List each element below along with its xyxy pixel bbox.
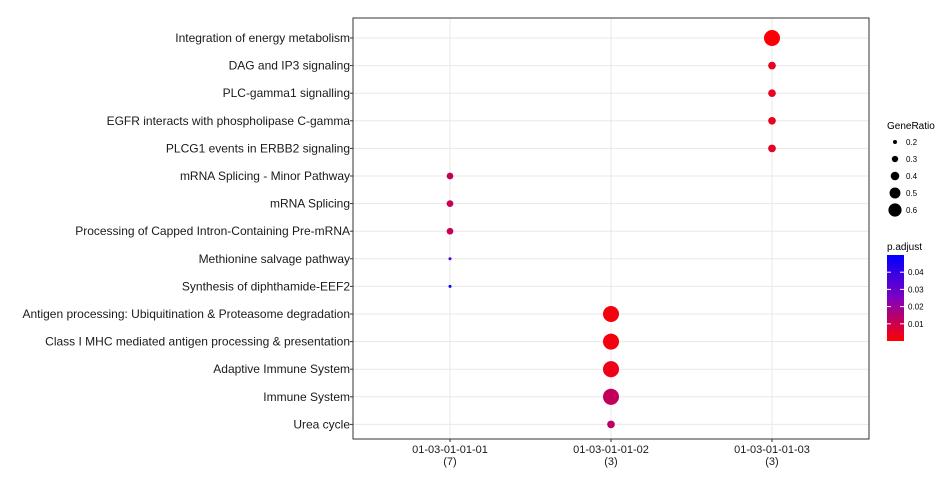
data-point (446, 227, 454, 235)
y-tick-label: Immune System (263, 390, 350, 404)
x-tick-label: 01-03-01-01-02 (573, 444, 649, 456)
size-legend-label: 0.2 (906, 138, 918, 147)
p-adjust-legend-title: p.adjust (887, 242, 922, 253)
x-axis-labels: 01-03-01-01-01(7)01-03-01-01-02(3)01-03-… (412, 439, 810, 468)
size-legend-key (888, 203, 902, 217)
data-point (448, 257, 452, 261)
data-point (768, 89, 776, 98)
x-tick-label: 01-03-01-01-01 (412, 444, 488, 456)
data-point (768, 61, 776, 70)
y-tick-label: PLCG1 events in ERBB2 signaling (166, 141, 350, 155)
data-points (446, 29, 781, 429)
data-point (768, 116, 776, 125)
y-tick-label: PLC-gamma1 signalling (223, 86, 350, 100)
x-tick-label: (7) (443, 456, 456, 468)
data-point (602, 305, 620, 323)
y-tick-label: Antigen processing: Ubiquitination & Pro… (22, 307, 350, 321)
y-tick-label: EGFR interacts with phospholipase C-gamm… (107, 114, 351, 128)
generatio-legend: GeneRatio 0.2 0.3 0.4 0.5 0.6 (887, 121, 935, 217)
y-tick-label: Processing of Capped Intron-Containing P… (75, 224, 350, 238)
y-tick-label: Integration of energy metabolism (175, 31, 350, 45)
size-legend-label: 0.5 (906, 189, 918, 198)
colorbar-label: 0.02 (908, 303, 924, 312)
x-tick-label: (3) (765, 456, 778, 468)
y-tick-label: Class I MHC mediated antigen processing … (45, 335, 350, 349)
generatio-legend-title: GeneRatio (887, 121, 935, 132)
size-legend-label: 0.4 (906, 172, 918, 181)
data-point (768, 144, 776, 153)
data-point (602, 388, 620, 405)
size-legend-label: 0.6 (906, 206, 918, 215)
y-tick-label: Urea cycle (293, 417, 350, 431)
data-point (446, 172, 454, 180)
y-tick-label: Synthesis of diphthamide-EEF2 (182, 279, 350, 293)
data-point (607, 420, 615, 429)
data-point (763, 29, 781, 47)
size-legend-key (889, 187, 901, 199)
x-tick-label: (3) (604, 456, 617, 468)
data-point (446, 200, 454, 207)
y-tick-label: mRNA Splicing (270, 197, 350, 211)
x-tick-label: 01-03-01-01-03 (734, 444, 810, 456)
size-legend-key (891, 155, 899, 163)
y-axis-labels: Integration of energy metabolism DAG and … (22, 31, 353, 431)
size-legend-key (893, 140, 897, 144)
y-tick-label: DAG and IP3 signaling (229, 59, 350, 73)
size-legend-label: 0.3 (906, 155, 918, 164)
colorbar-label: 0.04 (908, 268, 924, 277)
y-tick-label: Adaptive Immune System (213, 362, 350, 376)
p-adjust-colorbar (887, 255, 904, 341)
size-legend-key (890, 171, 900, 181)
p-adjust-legend: p.adjust 0.04 0.03 0.02 0.01 (887, 242, 924, 341)
data-point (602, 333, 620, 350)
data-point (448, 284, 452, 288)
y-tick-label: mRNA Splicing - Minor Pathway (180, 169, 350, 183)
colorbar-label: 0.01 (908, 320, 924, 329)
colorbar-label: 0.03 (908, 285, 924, 294)
y-tick-label: Methionine salvage pathway (199, 252, 350, 266)
data-point (602, 361, 620, 378)
